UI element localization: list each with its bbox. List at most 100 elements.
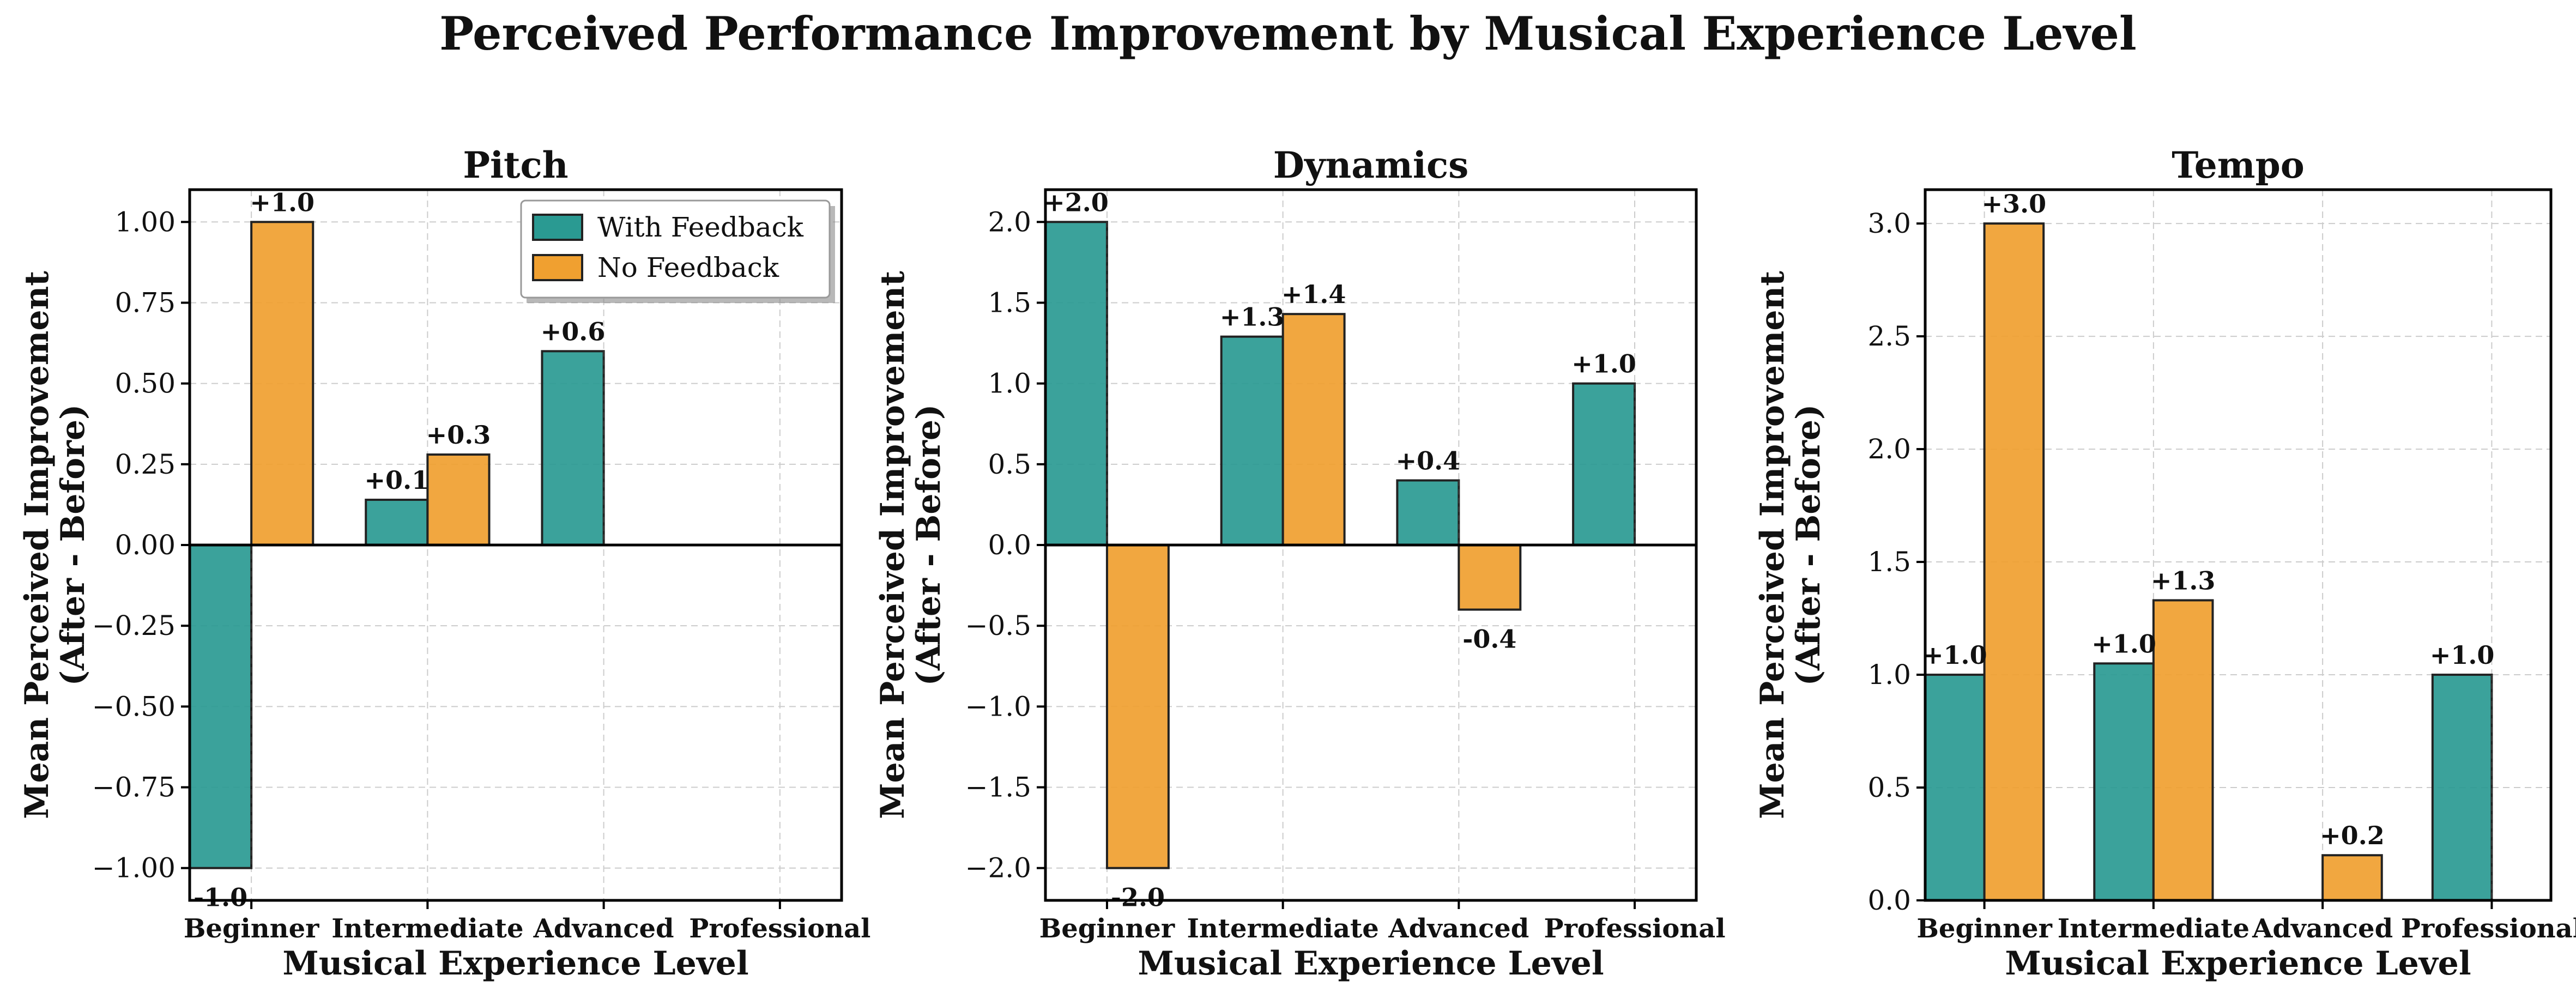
pitch-chart-legend-label-with-feedback: With Feedback	[597, 211, 804, 243]
pitch-chart-xtick-label-intermediate: Intermediate	[331, 913, 523, 944]
pitch-chart-ylabel-line: Mean Perceived Improvement	[18, 271, 56, 819]
tempo-chart-value-label: +3.0	[1982, 189, 2047, 219]
tempo-chart-ytick-label: 1.5	[1867, 546, 1911, 578]
charts-layer: -1.0 +0.1 +0.6 +1.0 +0.3 −1.00 −0.75 −0.50 −0.25…	[18, 144, 2576, 983]
dynamics-chart-xtick-label-professional: Professional	[1544, 913, 1725, 944]
pitch-chart-ytick-label: 0.50	[115, 368, 176, 399]
tempo-chart-ytick-label: 3.0	[1867, 208, 1911, 239]
pitch-chart-ytick-label: 0.75	[115, 287, 176, 318]
tempo-chart-ylabel-line: (After - Before)	[1789, 404, 1828, 686]
dynamics-chart-bar-with-feedback-beginner	[1044, 221, 1108, 547]
dynamics-chart-ytick-label: 0.5	[988, 449, 1031, 480]
pitch-chart-bar-no-feedback-beginner	[250, 221, 315, 547]
pitch-chart: -1.0 +0.1 +0.6 +1.0 +0.3 −1.00 −0.75 −0.50 −0.25…	[18, 144, 870, 983]
tempo-chart-value-label: +0.2	[2320, 821, 2385, 850]
tempo-chart-ytick-label: 0.5	[1867, 772, 1911, 803]
pitch-chart-ylabel-line: (After - Before)	[54, 404, 92, 686]
tempo-chart-frame	[1924, 188, 2553, 902]
pitch-chart-legend	[520, 199, 831, 299]
tempo-chart-bar-no-feedback-intermediate	[2152, 599, 2214, 901]
dynamics-chart-ylabel: Mean Perceived Improvement(After - Befor…	[874, 271, 948, 819]
pitch-chart-xtick-label-beginner: Beginner	[184, 913, 319, 944]
dynamics-chart-value-label: +1.3	[1220, 302, 1285, 332]
dynamics-chart-ytick-label: 1.5	[988, 287, 1031, 318]
tempo-chart-value-label: +1.0	[2091, 629, 2156, 658]
pitch-chart-legend-label-no-feedback: No Feedback	[597, 252, 779, 283]
tempo-chart-ylabel: Mean Perceived Improvement(After - Befor…	[1753, 271, 1828, 819]
dynamics-chart-xlabel: Musical Experience Level	[1138, 944, 1604, 983]
pitch-chart-bar-with-feedback-beginner	[189, 544, 253, 869]
dynamics-chart-ylabel-line: Mean Perceived Improvement	[874, 271, 912, 819]
pitch-chart-bar-no-feedback-intermediate	[426, 453, 491, 547]
pitch-chart-value-label: +1.0	[250, 187, 315, 217]
dynamics-chart-bar-with-feedback-intermediate	[1220, 335, 1284, 546]
dynamics-chart-ytick-label: 0.0	[988, 529, 1031, 561]
pitch-chart-xtick-label-advanced: Advanced	[533, 913, 674, 944]
tempo-chart-xtick-label-professional: Professional	[2401, 913, 2576, 944]
tempo-chart-bar-with-feedback-beginner	[1924, 674, 1986, 901]
dynamics-chart-value-label: +1.4	[1281, 280, 1346, 309]
tempo-chart-xtick-label-intermediate: Intermediate	[2058, 913, 2250, 944]
dynamics-chart-xtick-label-advanced: Advanced	[1388, 913, 1529, 944]
pitch-chart-value-label: -1.0	[193, 883, 247, 912]
pitch-chart-ytick-label: −0.50	[92, 691, 176, 722]
pitch-chart-ytick-label: 0.00	[115, 529, 176, 561]
pitch-chart-value-label: +0.3	[426, 420, 491, 450]
pitch-chart-ylabel: Mean Perceived Improvement(After - Befor…	[18, 271, 92, 819]
tempo-chart-ylabel-line: Mean Perceived Improvement	[1753, 271, 1792, 819]
dynamics-chart-value-label: +2.0	[1044, 187, 1109, 217]
pitch-chart-value-label: +0.1	[365, 465, 430, 495]
dynamics-chart-bar-no-feedback-intermediate	[1281, 313, 1346, 546]
dynamics-chart-bar-no-feedback-beginner	[1105, 544, 1170, 869]
tempo-chart-bar-no-feedback-beginner	[1983, 222, 2045, 902]
pitch-chart-xtick-label-professional: Professional	[689, 913, 870, 944]
pitch-chart-ytick-label: −0.25	[92, 610, 176, 641]
tempo-chart-value-label: +1.3	[2151, 566, 2216, 595]
dynamics-chart-ytick-label: 1.0	[988, 368, 1031, 399]
pitch-chart-ytick-label: −0.75	[92, 772, 176, 803]
tempo-chart-title: Tempo	[2172, 144, 2305, 186]
tempo-chart-bar-no-feedback-advanced	[2321, 854, 2383, 901]
dynamics-chart-ytick-label: −1.5	[965, 772, 1031, 803]
dynamics-chart-value-label: +0.4	[1396, 446, 1461, 475]
pitch-chart-bar-with-feedback-advanced	[541, 350, 605, 546]
tempo-chart-value-label: +1.0	[1922, 640, 1987, 670]
tempo-chart-bar-with-feedback-intermediate	[2093, 662, 2155, 902]
dynamics-chart: +2.0 +1.3 +0.4 +1.0 -2.0 +1.4 -0.4 −2.0 −1.5 −1.0…	[874, 144, 1726, 983]
tempo-chart-xlabel: Musical Experience Level	[2005, 944, 2471, 983]
tempo-chart-value-label: +1.0	[2430, 640, 2495, 670]
tempo-chart-xtick-label-beginner: Beginner	[1916, 913, 2052, 944]
dynamics-chart-bar-with-feedback-advanced	[1396, 479, 1460, 546]
pitch-chart-value-label: +0.6	[541, 317, 606, 346]
dynamics-chart-value-label: -2.0	[1111, 883, 1165, 912]
tempo-chart-xtick-label-advanced: Advanced	[2252, 913, 2393, 944]
pitch-chart-bar-with-feedback-intermediate	[365, 499, 429, 547]
pitch-chart-ytick-label: 0.25	[115, 449, 176, 480]
dynamics-chart-ytick-label: −0.5	[965, 610, 1031, 641]
dynamics-chart-ylabel-line: (After - Before)	[910, 404, 948, 686]
tempo-chart-ytick-label: 1.0	[1867, 659, 1911, 691]
dynamics-chart-value-label: +1.0	[1571, 349, 1636, 379]
tempo-chart-ytick-label: 0.0	[1867, 885, 1911, 916]
figure-title: Perceived Performance Improvement by Mus…	[439, 7, 2137, 60]
dynamics-chart-ytick-label: −1.0	[965, 691, 1031, 722]
tempo-chart-ytick-label: 2.5	[1867, 320, 1911, 352]
pitch-chart-title: Pitch	[463, 144, 568, 186]
pitch-chart-xlabel: Musical Experience Level	[282, 944, 748, 983]
dynamics-chart-xtick-label-beginner: Beginner	[1039, 913, 1175, 944]
dynamics-chart-ytick-label: 2.0	[988, 206, 1031, 238]
dynamics-chart-bar-no-feedback-advanced	[1458, 544, 1522, 611]
dynamics-chart-xtick-label-intermediate: Intermediate	[1187, 913, 1379, 944]
pitch-chart-legend-swatch-no-feedback	[532, 254, 583, 281]
pitch-chart-ytick-label: −1.00	[92, 852, 176, 884]
tempo-chart-ytick-label: 2.0	[1867, 433, 1911, 465]
dynamics-chart-ytick-label: −2.0	[965, 852, 1031, 884]
pitch-chart-legend-swatch-with-feedback	[532, 214, 583, 241]
dynamics-chart-bar-with-feedback-professional	[1572, 382, 1636, 546]
dynamics-chart-title: Dynamics	[1273, 144, 1469, 186]
tempo-chart: +1.0 +1.0 +1.0 +3.0 +1.3 +0.2 0.0 0.5 1.0 1.5 2.0 2…	[1753, 144, 2576, 983]
pitch-chart-ytick-label: 1.00	[115, 206, 176, 238]
tempo-chart-bar-with-feedback-professional	[2431, 674, 2493, 901]
dynamics-chart-value-label: -0.4	[1462, 625, 1516, 654]
